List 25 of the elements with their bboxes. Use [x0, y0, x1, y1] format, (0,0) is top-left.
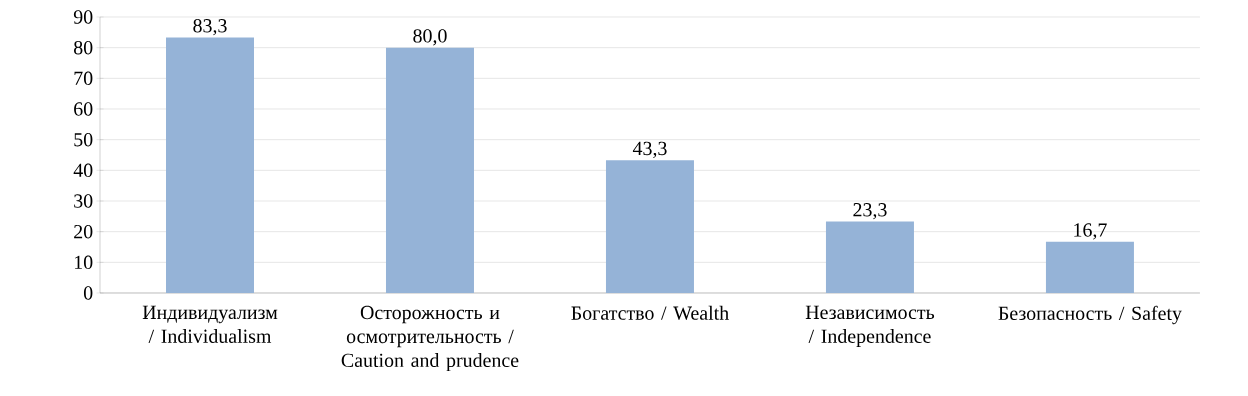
- x-tick-label: Независимость / Independence: [805, 305, 935, 348]
- y-tick-label: 40: [73, 163, 93, 178]
- y-tick-label: 70: [74, 71, 93, 86]
- data-label: 43,3: [632, 141, 667, 159]
- y-tick-label: 10: [74, 255, 93, 270]
- y-tick-label: 80: [74, 40, 93, 55]
- x-tick-label: Богатство / Wealth: [571, 305, 729, 320]
- data-label: 80,0: [413, 29, 447, 46]
- bar: [166, 37, 254, 293]
- y-tick-label: 50: [74, 132, 93, 147]
- bar: [605, 160, 694, 293]
- y-tick-label: 30: [74, 194, 93, 208]
- y-tick-label: 90: [73, 10, 93, 24]
- x-tick-label: Безопасность / Safety: [998, 305, 1182, 325]
- y-tick-label: 60: [74, 102, 93, 116]
- bar: [825, 221, 914, 293]
- bar: [385, 47, 474, 293]
- data-label: 16,7: [1074, 223, 1107, 240]
- y-tick-label: 0: [83, 286, 93, 300]
- x-tick-label: Осторожность и осмотрительность / Caution and prudence: [341, 305, 519, 372]
- bar: [1045, 241, 1134, 293]
- data-label: 83,3: [193, 19, 227, 36]
- x-tick-label: Индивидуализм / Individualism: [142, 305, 278, 343]
- data-label: 23,3: [853, 203, 887, 220]
- y-tick-label: 20: [74, 224, 93, 239]
